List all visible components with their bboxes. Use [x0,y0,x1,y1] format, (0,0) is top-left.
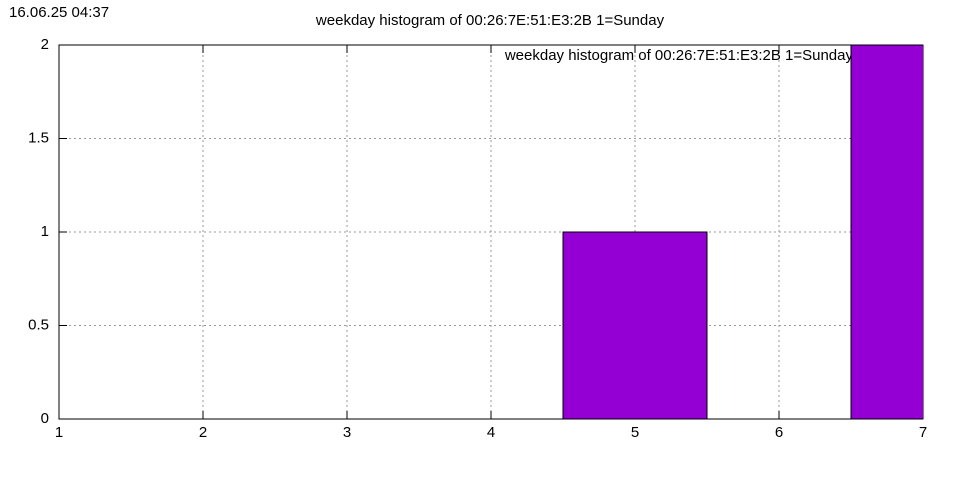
bar [562,231,708,419]
x-tick-label: 7 [919,424,927,441]
x-tick-label: 3 [343,424,351,441]
chart-title: weekday histogram of 00:26:7E:51:E3:2B 1… [315,12,665,29]
x-tick-label: 2 [199,424,207,441]
timestamp: 16.06.25 04:37 [9,4,109,21]
x-tick-label: 4 [487,424,495,441]
y-tick-label: 1.5 [28,129,49,146]
x-tick-label: 1 [55,424,63,441]
y-tick-label: 0.5 [28,316,49,333]
x-tick-label: 6 [775,424,783,441]
y-tick-label: 0 [41,410,49,427]
legend-label: weekday histogram of 00:26:7E:51:E3:2B 1… [504,47,854,64]
y-tick-label: 2 [41,36,49,53]
bars [562,45,923,419]
y-tick-label: 1 [41,223,49,240]
bar [850,45,923,419]
x-tick-label: 5 [631,424,639,441]
